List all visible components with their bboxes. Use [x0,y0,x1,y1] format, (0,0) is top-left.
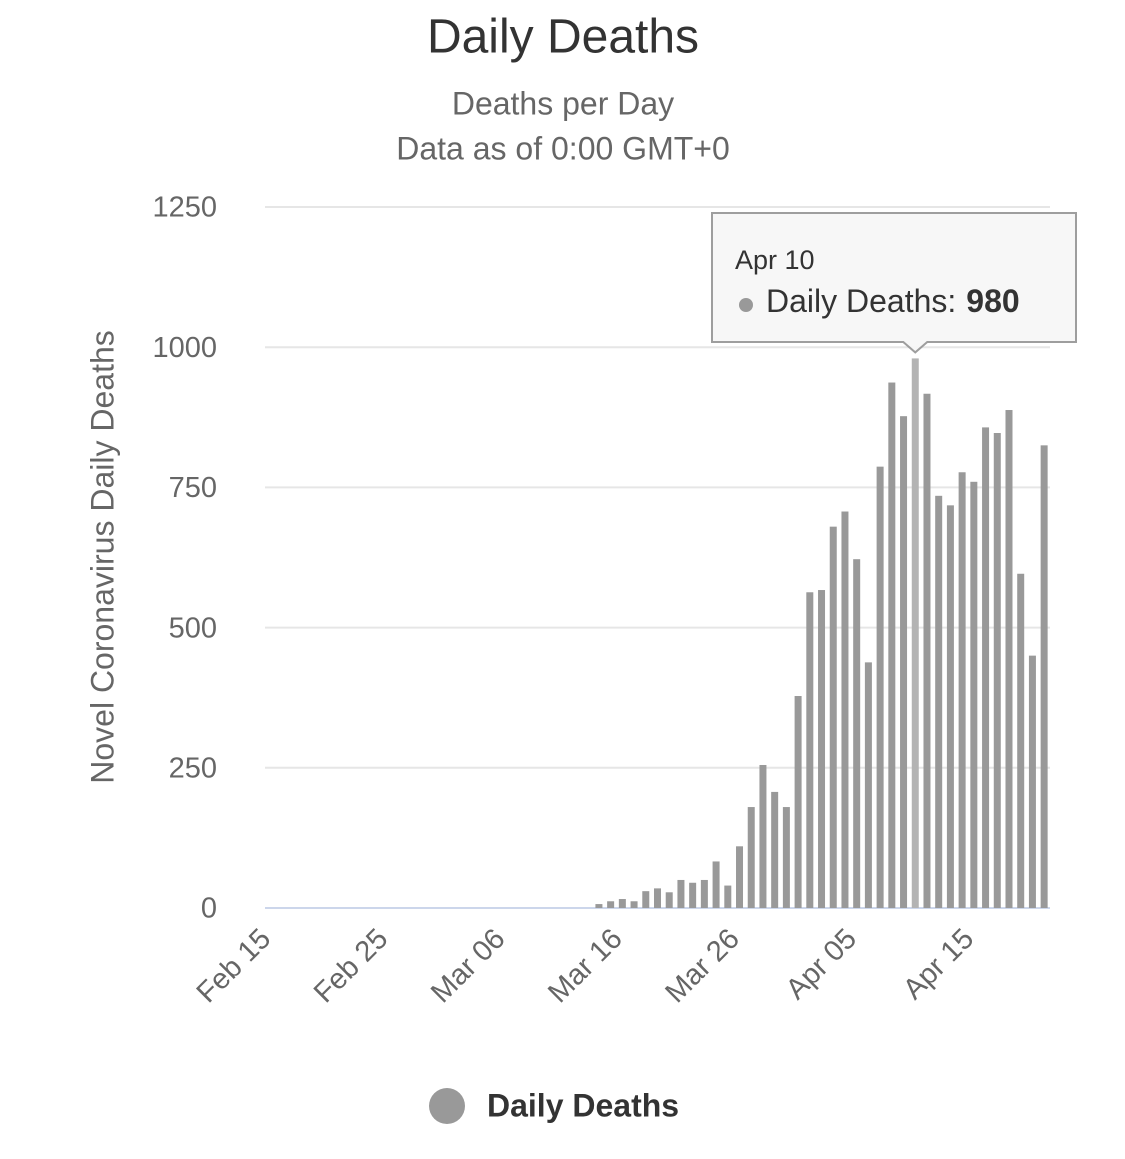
bar [759,764,767,908]
bar [1040,445,1048,908]
bar [946,505,954,908]
bar [864,662,872,908]
bar [747,807,755,908]
bar [712,861,720,908]
x-tick-label: Apr 05 [780,923,863,1006]
bar [794,696,802,908]
tooltip: Apr 10 Daily Deaths: 980 [711,212,1077,354]
bar [736,846,744,908]
bar [1005,410,1013,908]
bar [806,592,814,908]
chart-title: Daily Deaths [427,11,699,64]
bar [982,427,990,908]
bar [700,879,708,908]
bar [595,904,603,908]
bar [607,901,615,908]
tooltip-text: Daily Deaths: 980 [766,283,1020,319]
bar [724,885,732,908]
legend-marker [429,1088,465,1124]
bar [642,891,650,908]
y-tick-label: 1250 [152,192,217,224]
y-tick-label: 500 [169,612,217,644]
y-axis-title: Novel Coronavirus Daily Deaths [84,330,120,784]
x-tick-label: Apr 15 [897,923,980,1006]
y-tick-label: 0 [201,893,217,925]
tooltip-marker [739,298,753,312]
bar [829,526,837,908]
bar [689,882,697,908]
x-tick-label: Feb 15 [191,923,277,1009]
bar [911,358,919,908]
bar [677,879,685,908]
tooltip-date: Apr 10 [735,245,815,275]
bar [630,901,638,908]
bar [818,590,826,908]
bar [1017,573,1025,908]
bar [841,511,849,908]
bar [958,472,966,908]
bar [771,791,779,908]
x-tick-label: Mar 26 [659,923,745,1009]
bar [782,807,790,908]
bar [618,899,626,908]
bar [665,892,673,908]
bar [970,481,978,908]
x-tick-label: Mar 06 [425,923,511,1009]
y-tick-label: 750 [169,472,217,504]
chart-subtitle: Deaths per Day [452,85,674,121]
bar [900,416,908,908]
y-tick-label: 250 [169,752,217,784]
x-tick-label: Mar 16 [542,923,628,1009]
legend-label: Daily Deaths [487,1087,679,1123]
bar [993,433,1001,908]
tooltip-label: Daily Deaths: [766,283,956,319]
bar [853,559,861,908]
x-tick-label: Feb 25 [308,923,394,1009]
bar [923,393,931,908]
tooltip-box [711,212,1077,354]
chart-subtitle: Data as of 0:00 GMT+0 [396,130,730,166]
bar [654,888,661,908]
bar [888,382,896,908]
tooltip-value: 980 [966,283,1019,319]
bar [1028,655,1036,908]
bar [935,495,943,908]
bar [876,466,884,908]
y-tick-label: 1000 [152,332,217,364]
